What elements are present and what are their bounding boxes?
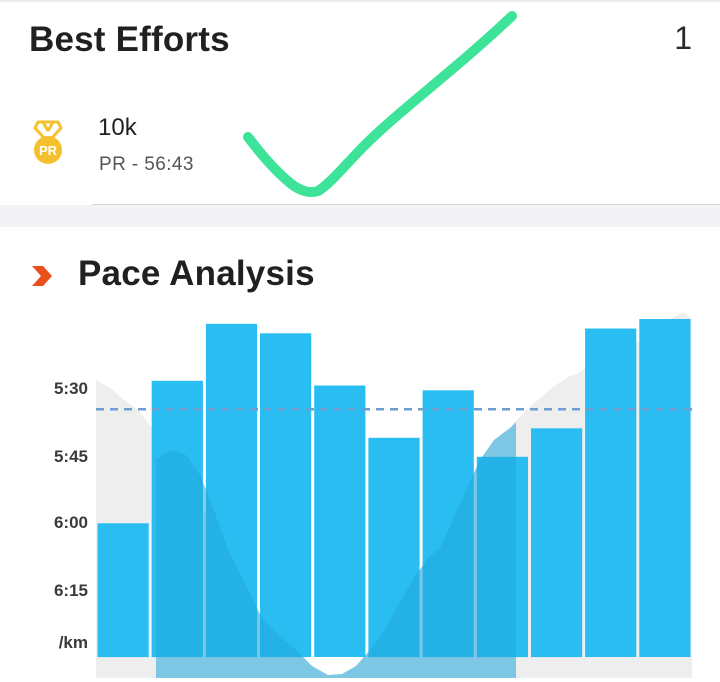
- split-bar: [97, 523, 149, 658]
- elevation-overlap: [156, 422, 516, 678]
- pr-medal-text: PR: [39, 143, 58, 158]
- chevron-right-icon: [32, 266, 52, 286]
- split-bar: [314, 385, 366, 657]
- split-bar: [585, 328, 637, 657]
- pace-analysis-title: Pace Analysis: [78, 254, 315, 293]
- effort-pr-time: PR - 56:43: [99, 154, 194, 175]
- top-divider: [0, 0, 720, 2]
- pace-chart: 5:30 5:45 6:00 6:15 /km: [54, 312, 692, 678]
- section-gap: [0, 205, 720, 227]
- y-axis: 5:30 5:45 6:00 6:15 /km: [54, 379, 88, 652]
- y-tick-label: 5:30: [54, 379, 88, 398]
- effort-name: 10k: [98, 114, 137, 141]
- y-unit-label: /km: [59, 633, 88, 652]
- best-efforts-count: 1: [674, 20, 692, 56]
- best-efforts-title: Best Efforts: [29, 20, 230, 59]
- y-tick-label: 6:15: [54, 581, 88, 600]
- split-bar: [531, 428, 583, 658]
- split-bar: [639, 319, 691, 657]
- y-tick-label: 5:45: [54, 447, 88, 466]
- best-efforts-divider: [92, 204, 720, 205]
- y-tick-label: 6:00: [54, 513, 88, 532]
- split-bar: [260, 333, 312, 658]
- best-efforts-card: Best Efforts 1 PR 10k PR - 56:43: [0, 2, 720, 206]
- pr-medal-icon: PR: [33, 120, 63, 164]
